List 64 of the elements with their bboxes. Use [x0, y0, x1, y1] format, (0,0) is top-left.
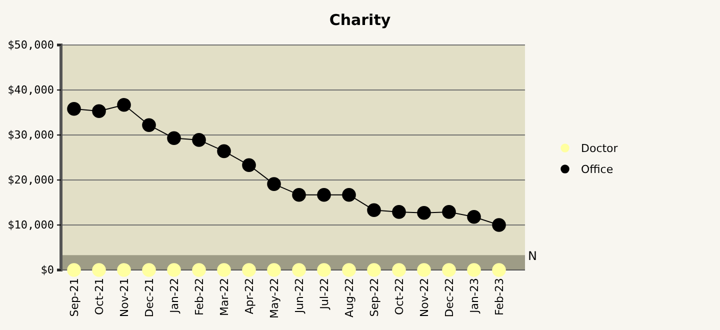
point: [392, 205, 406, 219]
y-tick-label: $50,000: [8, 38, 54, 52]
x-tick-label: Jul-22: [318, 278, 331, 310]
point: [217, 144, 231, 158]
point: [492, 263, 506, 277]
x-tick-label: Dec-22: [442, 278, 456, 318]
point: [292, 263, 306, 277]
point: [117, 263, 131, 277]
x-tick-label: Jan-22: [168, 278, 181, 314]
point: [167, 263, 181, 277]
point: [142, 263, 156, 277]
point: [217, 263, 231, 277]
x-tick-label: Sep-21: [68, 278, 81, 317]
y-tick-label: $40,000: [8, 84, 54, 97]
x-tick-label: Aug-22: [342, 278, 356, 318]
x-tick-label: Jan-23: [468, 278, 481, 314]
point: [367, 263, 381, 277]
legend-label: Office: [581, 162, 614, 176]
point: [342, 188, 356, 202]
x-tick-label: Sep-22: [368, 278, 381, 317]
point: [142, 118, 156, 132]
point: [442, 205, 456, 219]
point: [442, 263, 456, 277]
point: [492, 218, 506, 232]
chart-title: Charity: [329, 11, 391, 29]
y-tick-label: $20,000: [8, 174, 54, 187]
text: N: [528, 249, 537, 263]
point: [317, 263, 331, 277]
x-tick-label: Oct-22: [392, 278, 406, 315]
point: [117, 98, 131, 112]
x-tick-label: Feb-22: [192, 278, 206, 316]
point: [342, 263, 356, 277]
x-tick-label: Mar-22: [218, 278, 231, 316]
x-tick-label: May-22: [268, 278, 281, 319]
point: [267, 177, 281, 191]
point: [92, 263, 106, 277]
point: [467, 263, 481, 277]
y-tick-label: $10,000: [8, 218, 54, 232]
point: [167, 131, 181, 146]
y-tick-label: $0: [40, 264, 54, 277]
point: [317, 188, 331, 202]
point: [392, 263, 406, 277]
point: [467, 210, 481, 224]
point: [417, 206, 431, 220]
x-tick-label: Apr-22: [242, 278, 256, 314]
point: [192, 133, 206, 147]
x-tick-label: Oct-21: [92, 278, 106, 315]
x-tick-label: Jun-22: [292, 278, 306, 314]
x-tick-label: Dec-21: [142, 278, 156, 318]
x-tick-label: Feb-23: [492, 278, 506, 316]
point: [367, 203, 381, 218]
point: [242, 263, 256, 277]
legend-label: Doctor: [581, 142, 618, 155]
point: [267, 263, 281, 277]
point: [67, 263, 81, 277]
point: [92, 104, 106, 118]
point: [242, 158, 256, 172]
y-tick-label: $30,000: [8, 128, 54, 142]
x-tick-label: Nov-21: [118, 278, 131, 318]
point: [292, 188, 306, 202]
point: [67, 102, 81, 116]
point: [417, 263, 431, 277]
point: [192, 263, 206, 277]
x-tick-label: Nov-22: [418, 278, 431, 318]
